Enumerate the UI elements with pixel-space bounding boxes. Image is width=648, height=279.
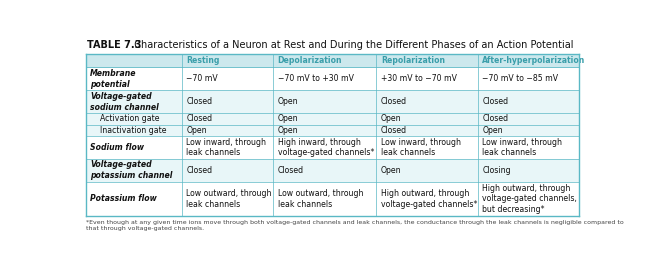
Bar xyxy=(86,68,579,90)
Bar xyxy=(86,159,579,182)
Text: Characteristics of a Neuron at Rest and During the Different Phases of an Action: Characteristics of a Neuron at Rest and … xyxy=(128,40,573,50)
Text: Membrane
potential: Membrane potential xyxy=(90,69,137,89)
Bar xyxy=(86,113,579,124)
Text: Closed: Closed xyxy=(187,114,213,123)
Bar xyxy=(86,182,579,216)
Text: Inactivation gate: Inactivation gate xyxy=(100,126,166,135)
Text: Closed: Closed xyxy=(187,166,213,175)
Bar xyxy=(86,54,579,68)
Text: Closed: Closed xyxy=(482,97,508,106)
Text: Open: Open xyxy=(482,126,503,135)
Text: −70 mV to −85 mV: −70 mV to −85 mV xyxy=(482,74,558,83)
Text: High inward, through
voltage-gated channels*: High inward, through voltage-gated chann… xyxy=(277,138,374,157)
Text: *Even though at any given time ions move through both voltage-gated channels and: *Even though at any given time ions move… xyxy=(86,220,623,231)
Text: Voltage-gated
sodium channel: Voltage-gated sodium channel xyxy=(90,92,159,112)
Text: High outward, through
voltage-gated channels*: High outward, through voltage-gated chan… xyxy=(381,189,478,209)
Text: Closed: Closed xyxy=(277,166,304,175)
Text: Closed: Closed xyxy=(482,114,508,123)
Text: +30 mV to −70 mV: +30 mV to −70 mV xyxy=(381,74,457,83)
Text: Open: Open xyxy=(381,166,402,175)
Text: Low inward, through
leak channels: Low inward, through leak channels xyxy=(381,138,461,157)
Text: Open: Open xyxy=(381,114,402,123)
Text: Resting: Resting xyxy=(187,56,220,65)
Text: Low outward, through
leak channels: Low outward, through leak channels xyxy=(187,189,272,209)
Text: Potassium flow: Potassium flow xyxy=(90,194,157,203)
Text: Depolarization: Depolarization xyxy=(277,56,342,65)
Text: −70 mV to +30 mV: −70 mV to +30 mV xyxy=(277,74,353,83)
Text: TABLE 7.3: TABLE 7.3 xyxy=(87,40,141,50)
Text: Open: Open xyxy=(187,126,207,135)
Text: Low inward, through
leak channels: Low inward, through leak channels xyxy=(482,138,562,157)
Text: Open: Open xyxy=(277,97,298,106)
Text: Closed: Closed xyxy=(381,126,407,135)
Text: Sodium flow: Sodium flow xyxy=(90,143,145,152)
Text: Open: Open xyxy=(277,114,298,123)
Text: Open: Open xyxy=(277,126,298,135)
Text: Closing: Closing xyxy=(482,166,511,175)
Text: Closed: Closed xyxy=(381,97,407,106)
Text: Low inward, through
leak channels: Low inward, through leak channels xyxy=(187,138,266,157)
Text: Low outward, through
leak channels: Low outward, through leak channels xyxy=(277,189,363,209)
Text: Closed: Closed xyxy=(187,97,213,106)
Text: Voltage-gated
potassium channel: Voltage-gated potassium channel xyxy=(90,160,172,180)
Text: Repolarization: Repolarization xyxy=(381,56,445,65)
Bar xyxy=(86,90,579,113)
Text: High outward, through
voltage-gated channels,
but decreasing*: High outward, through voltage-gated chan… xyxy=(482,184,577,214)
Text: After-hyperpolarization: After-hyperpolarization xyxy=(482,56,585,65)
Text: −70 mV: −70 mV xyxy=(187,74,218,83)
Bar xyxy=(86,136,579,159)
Text: Activation gate: Activation gate xyxy=(100,114,159,123)
Bar xyxy=(86,124,579,136)
